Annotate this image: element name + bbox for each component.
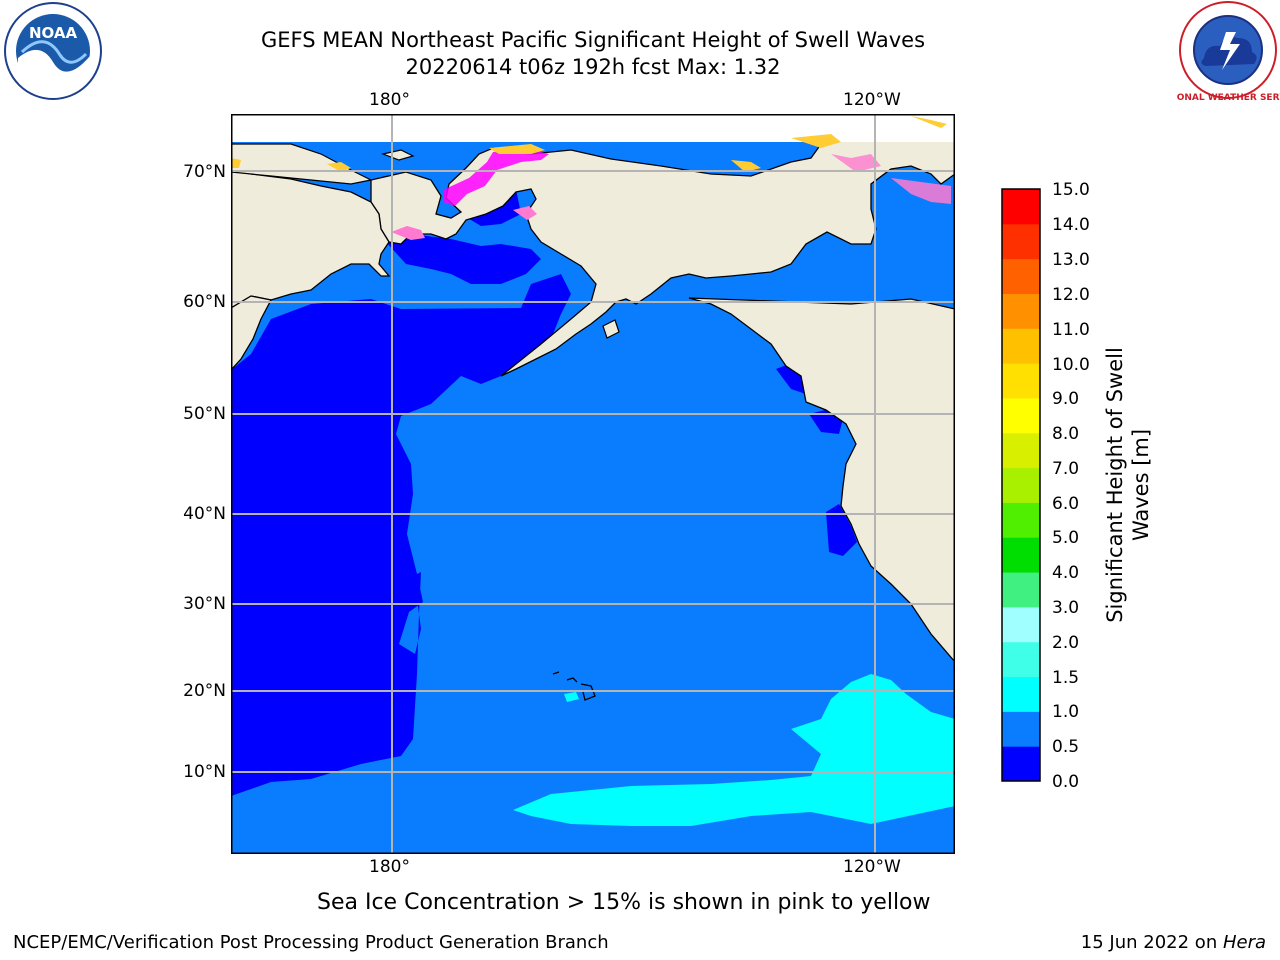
- colorbar-tick-10-0: 10.0: [1052, 355, 1090, 375]
- noaa-logo: NOAA: [4, 2, 102, 100]
- colorbar-swatch: [1002, 328, 1040, 364]
- y-tick-10n: 10°N: [183, 762, 226, 782]
- high-swell-region-south: [513, 674, 955, 826]
- colorbar-swatch: [1002, 606, 1040, 643]
- y-tick-40n: 40°N: [183, 504, 226, 524]
- colorbar-tick-2-0: 2.0: [1052, 633, 1080, 653]
- colorbar: [1001, 188, 1041, 782]
- colorbar-swatch: [1002, 502, 1040, 538]
- map-subtitle: 20220614 t06z 192h fcst Max: 1.32: [405, 55, 781, 79]
- colorbar-tick-11-0: 11.0: [1052, 320, 1090, 340]
- map-title: GEFS MEAN Northeast Pacific Significant …: [260, 28, 926, 52]
- noaa-logo-text: NOAA: [29, 24, 78, 42]
- colorbar-swatch: [1002, 189, 1040, 225]
- sea-ice-bands: [231, 116, 951, 240]
- low-swell-region-west: [231, 274, 571, 796]
- colorbar-swatch: [1002, 397, 1040, 434]
- footer-credit: NCEP/EMC/Verification Post Processing Pr…: [13, 932, 609, 953]
- colorbar-tick-6-0: 6.0: [1052, 494, 1080, 514]
- colorbar-swatch: [1002, 746, 1040, 782]
- low-swell-region-california: [826, 504, 857, 556]
- colorbar-swatch: [1002, 572, 1040, 608]
- y-tick-60n: 60°N: [183, 292, 226, 312]
- colorbar-tick-1-0: 1.0: [1052, 702, 1080, 722]
- land-siberia: [231, 169, 391, 309]
- colorbar-swatch: [1002, 537, 1040, 573]
- y-tick-20n: 20°N: [183, 681, 226, 701]
- colorbar-swatch: [1002, 676, 1040, 712]
- land-kamchatka: [231, 295, 272, 371]
- land-wrangel-island: [380, 149, 415, 161]
- nws-logo-text: NATIONAL WEATHER SERVICE: [1176, 93, 1280, 103]
- colorbar-tick-3-0: 3.0: [1052, 598, 1080, 618]
- colorbar-swatch: [1002, 711, 1040, 747]
- land-arctic-north: [231, 143, 373, 185]
- sea-ice-note: Sea Ice Concentration > 15% is shown in …: [317, 890, 931, 915]
- colorbar-swatch: [1002, 432, 1040, 469]
- no-data-strip-north: [231, 114, 955, 142]
- top-tick-120w: 120°W: [843, 90, 901, 110]
- footer-date: 15 Jun 2022 on Hera: [1081, 932, 1266, 953]
- colorbar-label: Significant Height of Swell Waves [m]: [1102, 347, 1154, 623]
- colorbar-tick-15-0: 15.0: [1052, 180, 1090, 200]
- colorbar-swatch: [1002, 258, 1040, 294]
- colorbar-tick-9-0: 9.0: [1052, 389, 1080, 409]
- colorbar-tick-7-0: 7.0: [1052, 459, 1080, 479]
- y-tick-50n: 50°N: [183, 404, 226, 424]
- land-hawaii: [552, 671, 596, 701]
- y-tick-30n: 30°N: [183, 594, 226, 614]
- colorbar-swatch: [1002, 641, 1040, 678]
- colorbar-tick-12-0: 12.0: [1052, 285, 1090, 305]
- bottom-tick-120w: 120°W: [843, 857, 901, 877]
- bottom-tick-180: 180°: [369, 857, 410, 877]
- land-pacific-coast: [688, 297, 955, 663]
- footer-date-text: 15 Jun 2022 on: [1080, 932, 1223, 953]
- colorbar-swatch: [1002, 223, 1040, 260]
- colorbar-tick-8-0: 8.0: [1052, 424, 1080, 444]
- colorbar-tick-14-0: 14.0: [1052, 215, 1090, 235]
- low-swell-region-bering: [386, 234, 541, 284]
- high-swell-region-hawaii-patch: [564, 692, 579, 702]
- colorbar-tick-4-0: 4.0: [1052, 563, 1080, 583]
- colorbar-swatch: [1002, 363, 1040, 399]
- nws-logo: NATIONAL WEATHER SERVICE: [1176, 1, 1280, 103]
- land-kodiak-island: [602, 319, 620, 339]
- colorbar-tick-13-0: 13.0: [1052, 250, 1090, 270]
- y-tick-70n: 70°N: [183, 162, 226, 182]
- colorbar-tick-1-5: 1.5: [1052, 668, 1080, 688]
- map-frame: [231, 114, 955, 854]
- colorbar-tick-0-0: 0.0: [1052, 772, 1080, 792]
- top-tick-180: 180°: [369, 90, 410, 110]
- colorbar-swatch: [1002, 467, 1040, 503]
- colorbar-label-line2: Waves [m]: [1129, 428, 1153, 542]
- colorbar-label-line1: Significant Height of Swell: [1103, 347, 1127, 623]
- swell-height-map: [231, 114, 955, 854]
- map-gridlines: [231, 114, 955, 854]
- colorbar-swatch: [1002, 293, 1040, 329]
- footer-host: Hera: [1222, 932, 1266, 953]
- colorbar-tick-5-0: 5.0: [1052, 528, 1080, 548]
- colorbar-frame: [1001, 188, 1041, 782]
- colorbar-tick-0-5: 0.5: [1052, 737, 1080, 757]
